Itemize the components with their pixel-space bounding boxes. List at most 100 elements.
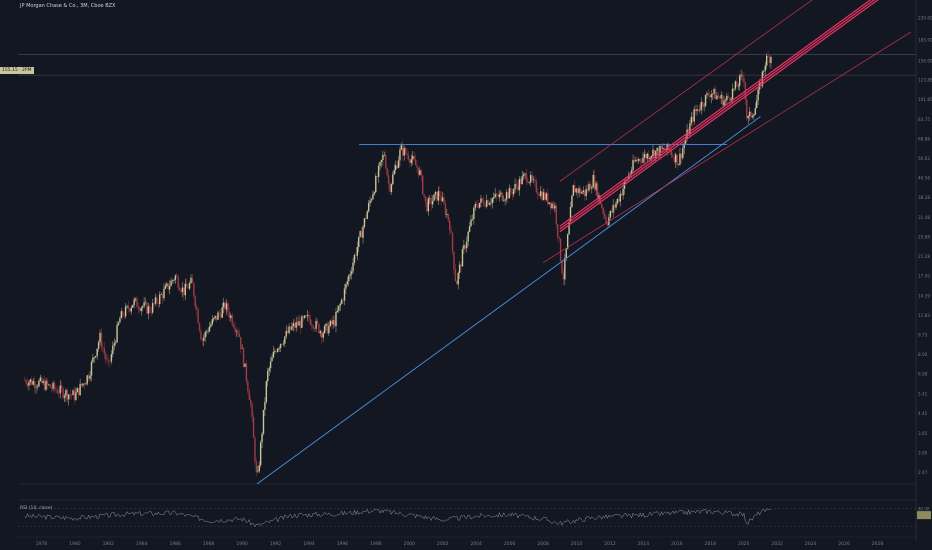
candle-body bbox=[729, 97, 731, 101]
candle-body bbox=[187, 287, 189, 289]
channel-mid-line bbox=[559, 0, 872, 227]
candle-body bbox=[200, 330, 202, 340]
candle-body bbox=[113, 343, 115, 346]
candle-body bbox=[181, 287, 184, 292]
candle-body bbox=[298, 321, 300, 326]
candle-body bbox=[210, 324, 212, 327]
candle-body bbox=[70, 394, 73, 396]
y-tick-label: 230.00 bbox=[918, 16, 932, 21]
y-tick-label: 68.86 bbox=[918, 136, 930, 141]
x-tick-label: 2012 bbox=[604, 541, 616, 547]
candle-body bbox=[640, 161, 643, 163]
candle-body bbox=[487, 200, 489, 205]
candle-body bbox=[136, 298, 138, 308]
candle-body bbox=[119, 318, 121, 323]
candle-body bbox=[45, 380, 47, 390]
candle-body bbox=[291, 326, 293, 330]
candle-body bbox=[663, 148, 666, 151]
x-tick-label: 2004 bbox=[470, 541, 482, 547]
candle-body bbox=[393, 169, 395, 175]
candle-body bbox=[700, 101, 702, 110]
candle-body bbox=[331, 320, 333, 325]
candle-body bbox=[386, 168, 388, 176]
candle-body bbox=[69, 394, 71, 396]
candle-body bbox=[319, 331, 322, 334]
candle-body bbox=[690, 116, 693, 124]
candle-body bbox=[103, 348, 105, 354]
candle-body bbox=[441, 197, 444, 202]
candle-body bbox=[213, 318, 215, 320]
candle-body bbox=[284, 336, 286, 344]
candle-body bbox=[130, 307, 132, 312]
candle-body bbox=[385, 154, 387, 169]
y-tick-label: 150.00 bbox=[918, 58, 932, 63]
candle-body bbox=[382, 155, 384, 160]
candle-body bbox=[207, 331, 209, 333]
candle-body bbox=[477, 205, 479, 208]
x-tick-label: 2014 bbox=[638, 541, 650, 547]
candle-body bbox=[757, 89, 759, 101]
x-tick-label: 1982 bbox=[103, 541, 115, 547]
candle-body bbox=[436, 192, 438, 201]
candle-body bbox=[765, 55, 768, 66]
candle-body bbox=[288, 326, 290, 334]
candle-body bbox=[490, 202, 492, 204]
candle-body bbox=[299, 321, 302, 328]
candle-body bbox=[173, 280, 175, 281]
candle-body bbox=[360, 231, 363, 238]
candle-body bbox=[278, 347, 280, 349]
candle-body bbox=[90, 361, 93, 376]
candle-body bbox=[38, 380, 40, 387]
candle-body bbox=[473, 207, 475, 220]
candle-body bbox=[427, 198, 430, 212]
candle-body bbox=[149, 306, 151, 313]
candle-body bbox=[312, 325, 314, 329]
candle-body bbox=[520, 179, 522, 185]
candle-body bbox=[63, 395, 66, 398]
candle-body bbox=[727, 95, 729, 98]
candle-body bbox=[754, 108, 756, 115]
candle-body bbox=[124, 306, 127, 317]
candle-body bbox=[666, 143, 668, 151]
candle-body bbox=[497, 195, 499, 198]
candle-body bbox=[41, 377, 43, 383]
candle-body bbox=[144, 302, 147, 304]
candle-body bbox=[586, 188, 589, 191]
candle-body bbox=[702, 101, 704, 107]
candle-body bbox=[693, 109, 695, 122]
candle-body bbox=[235, 330, 238, 332]
candle-body bbox=[321, 331, 323, 338]
candle-body bbox=[220, 313, 222, 318]
candle-body bbox=[460, 264, 462, 267]
candle-body bbox=[447, 214, 449, 221]
candle-body bbox=[62, 388, 64, 398]
candle-body bbox=[110, 354, 113, 362]
candle-body bbox=[753, 114, 755, 116]
candle-body bbox=[28, 381, 30, 386]
candle-body bbox=[99, 332, 101, 343]
candle-body bbox=[96, 348, 98, 357]
candle-body bbox=[252, 416, 255, 438]
candle-body bbox=[446, 214, 448, 215]
x-tick-label: 2018 bbox=[705, 541, 717, 547]
candle-body bbox=[315, 320, 317, 329]
candle-body bbox=[275, 350, 277, 352]
candle-body bbox=[400, 145, 403, 150]
candle-body bbox=[748, 111, 751, 117]
candle-body bbox=[168, 285, 171, 290]
candle-body bbox=[105, 353, 107, 360]
x-tick-label: 1978 bbox=[36, 541, 48, 547]
candle-body bbox=[470, 219, 472, 227]
candle-body bbox=[183, 287, 185, 296]
candle-body bbox=[186, 283, 188, 288]
candle-body bbox=[539, 191, 542, 196]
channel-upper-line bbox=[559, 0, 813, 182]
candle-body bbox=[413, 155, 415, 160]
candle-body bbox=[339, 303, 341, 306]
candle-body bbox=[342, 299, 344, 301]
candle-body bbox=[403, 148, 405, 156]
candle-body bbox=[683, 143, 685, 149]
candle-body bbox=[244, 363, 246, 367]
candle-body bbox=[437, 191, 440, 201]
candle-body bbox=[174, 275, 177, 281]
